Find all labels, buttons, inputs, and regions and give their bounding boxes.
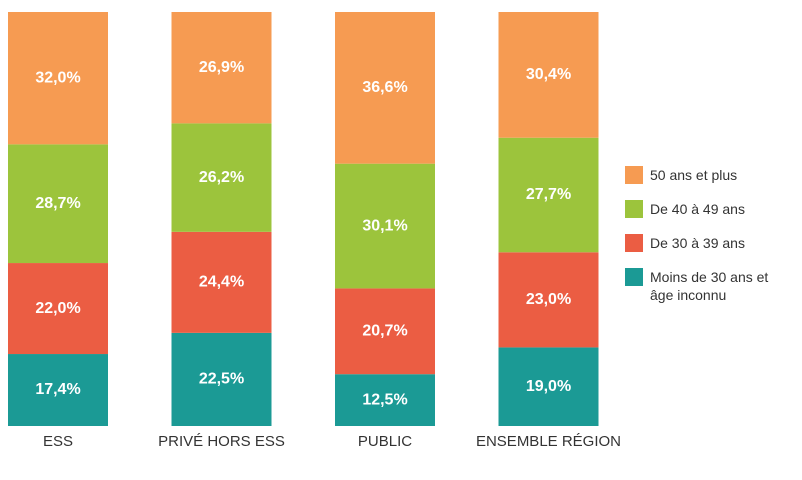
data-label: 32,0% — [35, 69, 80, 86]
legend-swatch — [625, 234, 643, 252]
data-label: 27,7% — [526, 186, 571, 203]
bar-segment — [335, 288, 435, 375]
bar-segment — [8, 144, 108, 264]
legend-label: De 30 à 39 ans — [650, 235, 745, 251]
bar-segment — [335, 374, 435, 426]
bar-segment — [8, 12, 108, 145]
data-label: 30,1% — [362, 217, 407, 234]
bar-segment — [8, 354, 108, 426]
bar-segment — [335, 163, 435, 289]
legend-item: 50 ans et plus — [625, 164, 795, 198]
bar-segment — [498, 12, 599, 138]
legend-swatch — [625, 268, 643, 286]
data-label: 30,4% — [526, 66, 571, 83]
bar-segment — [498, 137, 599, 253]
bar-segment — [171, 332, 272, 426]
legend-label: De 40 à 49 ans — [650, 201, 745, 217]
x-tick-label: PUBLIC — [358, 433, 412, 450]
bar-segment — [498, 347, 599, 426]
bar-segment — [498, 252, 599, 348]
data-label: 20,7% — [362, 323, 407, 340]
legend-swatch — [625, 200, 643, 218]
x-tick-label: ENSEMBLE RÉGION — [476, 433, 621, 450]
bar-segment — [171, 123, 272, 232]
data-label: 22,0% — [35, 300, 80, 317]
bar-segment — [171, 12, 272, 124]
legend-item: De 40 à 49 ans — [625, 198, 795, 232]
bar-segment — [335, 12, 435, 164]
data-label: 12,5% — [362, 391, 407, 408]
data-label: 24,4% — [199, 274, 244, 291]
data-label: 22,5% — [199, 371, 244, 388]
data-label: 17,4% — [35, 381, 80, 398]
legend: 50 ans et plus De 40 à 49 ans De 30 à 39 a… — [625, 164, 795, 303]
x-tick-label: ESS — [43, 433, 73, 450]
legend-swatch — [625, 166, 643, 184]
bar-segment — [171, 231, 272, 333]
legend-label: Moins de 30 ans et âge inconnu — [650, 269, 769, 303]
data-label: 26,9% — [199, 59, 244, 76]
data-label: 19,0% — [526, 378, 571, 395]
legend-item: De 30 à 39 ans — [625, 232, 795, 266]
x-tick-label: PRIVÉ HORS ESS — [158, 433, 285, 450]
legend-label: 50 ans et plus — [650, 167, 738, 183]
legend-item: Moins de 30 ans et âge inconnu — [625, 266, 795, 303]
data-label: 23,0% — [526, 291, 571, 308]
data-label: 28,7% — [35, 195, 80, 212]
data-label: 36,6% — [362, 79, 407, 96]
data-label: 26,2% — [199, 169, 244, 186]
bar-segment — [8, 263, 108, 355]
